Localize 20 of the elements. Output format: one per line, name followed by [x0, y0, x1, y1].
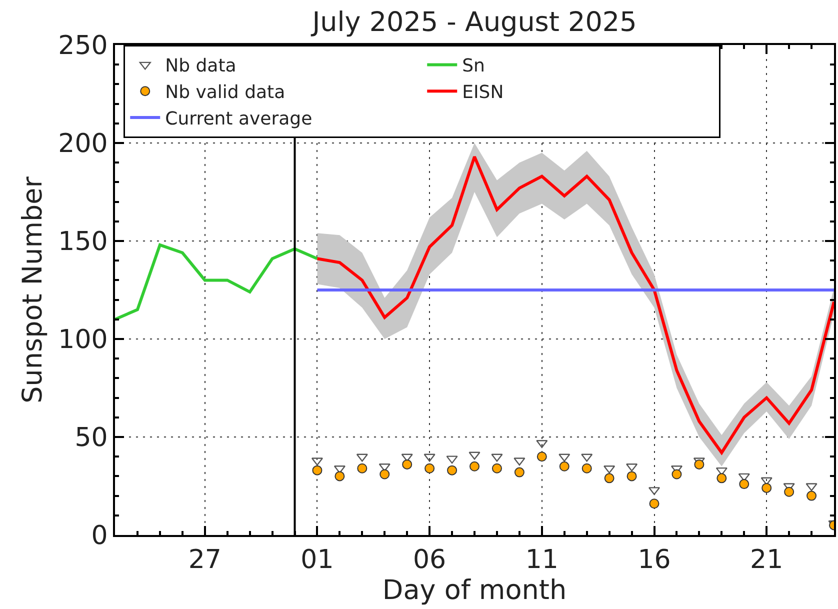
- legend-label: EISN: [462, 82, 504, 104]
- y-tick-label: 200: [58, 129, 108, 160]
- legend-label: Nb valid data: [165, 82, 286, 104]
- y-axis-title: Sunspot Number: [18, 176, 49, 404]
- y-tick-label: 0: [91, 521, 108, 552]
- x-tick-label: 27: [188, 545, 222, 576]
- legend-label: Current average: [165, 108, 312, 130]
- y-tick-label: 150: [58, 227, 108, 258]
- x-tick-label: 11: [525, 545, 558, 576]
- x-tick-label: 16: [638, 545, 671, 576]
- x-tick-label: 06: [413, 545, 446, 576]
- chart-title: July 2025 - August 2025: [310, 6, 637, 38]
- legend-label: Sn: [462, 56, 485, 77]
- x-axis-title: Day of month: [382, 575, 567, 606]
- y-tick-label: 50: [74, 423, 108, 454]
- x-tick-label: 01: [300, 545, 334, 576]
- x-tick-label: 21: [750, 545, 784, 576]
- legend-label: Nb data: [165, 56, 236, 77]
- y-tick-label: 100: [58, 325, 108, 356]
- y-tick-label: 250: [58, 31, 108, 62]
